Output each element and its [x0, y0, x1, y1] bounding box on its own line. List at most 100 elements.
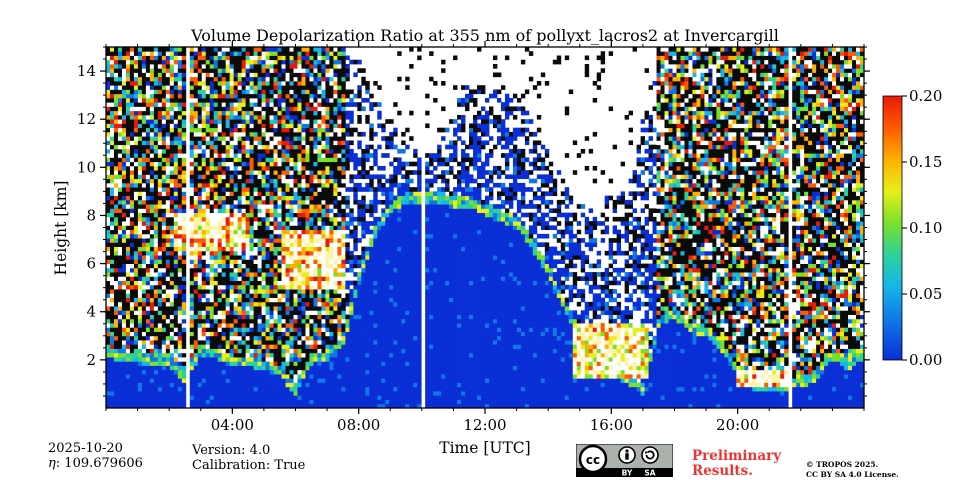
heatmap-cell [285, 51, 290, 56]
heatmap-cell [149, 357, 155, 362]
heatmap-cell [317, 182, 322, 188]
heatmap-cell [233, 51, 239, 56]
heatmap-cell [321, 221, 326, 226]
heatmap-cell [261, 153, 266, 158]
heatmap-cell [213, 72, 219, 78]
heatmap-cell [109, 280, 115, 286]
heatmap-cell [241, 276, 247, 281]
heatmap-cell [177, 76, 183, 82]
heatmap-cell [253, 403, 258, 409]
heatmap-cell [269, 267, 274, 273]
heatmap-cell [337, 323, 342, 328]
heatmap-cell [277, 297, 282, 303]
heatmap-cell [145, 187, 151, 192]
heatmap-cell [329, 340, 334, 345]
heatmap-cell [313, 178, 318, 184]
heatmap-cell [217, 259, 223, 264]
heatmap-cell [201, 284, 207, 290]
heatmap-cell [181, 221, 187, 226]
heatmap-cell [189, 250, 195, 256]
heatmap-cell [317, 276, 322, 281]
heatmap-cell [257, 259, 262, 264]
heatmap-cell [117, 340, 123, 345]
heatmap-cell [329, 221, 334, 226]
heatmap-cell [149, 97, 155, 103]
heatmap-cell [325, 136, 330, 141]
heatmap-cell [293, 119, 298, 124]
heatmap-cell [273, 357, 278, 362]
heatmap-cell [169, 310, 175, 315]
heatmap-cell [309, 272, 314, 277]
heatmap-cell [106, 63, 111, 69]
heatmap-cell [181, 229, 187, 235]
heatmap-cell [229, 369, 235, 375]
heatmap-cell [161, 318, 167, 324]
heatmap-cell [117, 399, 123, 405]
heatmap-cell [173, 229, 179, 235]
heatmap-cell [129, 144, 135, 150]
heatmap-cell [269, 136, 274, 141]
heatmap-cell [301, 374, 306, 379]
heatmap-cell [141, 391, 147, 396]
heatmap-cell [333, 361, 338, 366]
heatmap-cell [281, 233, 286, 239]
heatmap-cell [189, 174, 195, 180]
heatmap-cell [209, 199, 215, 205]
heatmap-cell [153, 314, 159, 320]
heatmap-cell [129, 187, 135, 192]
heatmap-cell [225, 233, 231, 239]
heatmap-cell [209, 195, 215, 201]
heatmap-cell [229, 114, 235, 120]
heatmap-cell [177, 357, 183, 362]
heatmap-cell [217, 51, 223, 56]
heatmap-cell [325, 212, 330, 218]
heatmap-cell [193, 301, 199, 307]
heatmap-cell [165, 161, 171, 167]
heatmap-cell [169, 225, 175, 231]
heatmap-cell [265, 250, 270, 256]
heatmap-cell [193, 310, 199, 315]
heatmap-cell [225, 250, 231, 256]
heatmap-cell [153, 272, 159, 277]
heatmap-cell [301, 335, 306, 341]
heatmap-cell [149, 63, 155, 69]
heatmap-cell [285, 140, 290, 146]
heatmap-cell [117, 136, 123, 141]
heatmap-cell [253, 199, 258, 205]
heatmap-cell [153, 323, 159, 328]
heatmap-cell [233, 191, 239, 197]
heatmap-cell [173, 195, 179, 201]
heatmap-cell [213, 246, 219, 252]
heatmap-cell [277, 293, 282, 298]
heatmap-cell [181, 259, 187, 264]
heatmap-cell [301, 208, 306, 214]
heatmap-cell [293, 242, 298, 248]
heatmap-cell [289, 280, 294, 286]
heatmap-cell [189, 140, 195, 146]
heatmap-cell [309, 127, 314, 133]
heatmap-cell [293, 344, 298, 349]
heatmap-cell [273, 221, 278, 226]
heatmap-cell [189, 182, 195, 188]
heatmap-cell [213, 131, 219, 137]
heatmap-cell [201, 293, 207, 298]
heatmap-cell [205, 374, 211, 379]
heatmap-cell [289, 297, 294, 303]
heatmap-cell [313, 136, 318, 141]
heatmap-cell [117, 55, 123, 61]
heatmap-cell [217, 361, 223, 366]
heatmap-cell [177, 216, 183, 222]
heatmap-cell [253, 301, 258, 307]
heatmap-cell [341, 208, 346, 214]
heatmap-cell [285, 259, 290, 264]
heatmap-cell [289, 361, 294, 366]
heatmap-cell [337, 344, 342, 349]
heatmap-cell [181, 242, 187, 248]
heatmap-cell [209, 170, 215, 175]
heatmap-cell [165, 199, 171, 205]
heatmap-cell [265, 187, 270, 192]
heatmap-cell [161, 47, 167, 52]
heatmap-cell [165, 344, 171, 349]
heatmap-cell [249, 229, 255, 235]
heatmap-cell [106, 310, 111, 315]
